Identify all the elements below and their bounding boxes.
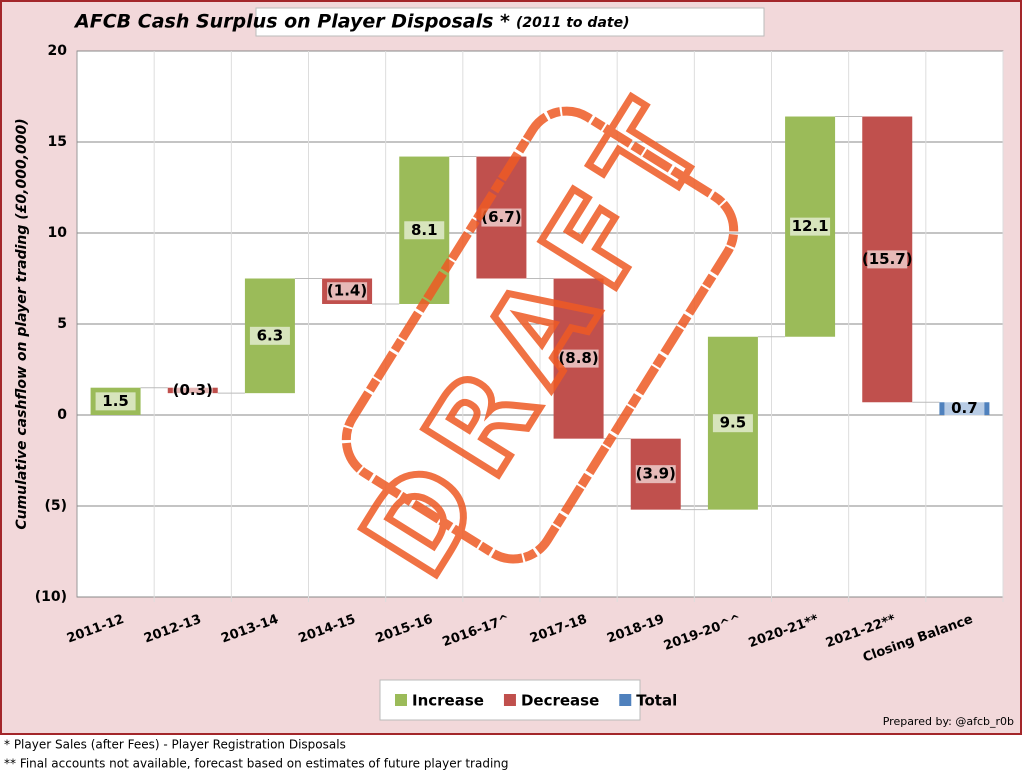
value-label-bg (172, 381, 213, 400)
y-tick-label: 5 (57, 316, 67, 332)
value-label: (15.7) (862, 250, 913, 268)
legend-swatch (503, 694, 516, 706)
stamp-border (341, 106, 739, 564)
value-label-bg (327, 282, 368, 301)
value-label-bg (867, 250, 908, 269)
legend-swatch (395, 694, 407, 706)
chart-title: AFCB Cash Surplus on Player Disposals * (73, 11, 510, 33)
value-label: (8.8) (558, 349, 598, 367)
value-label: (1.4) (327, 282, 367, 300)
legend-label: Decrease (521, 692, 599, 710)
title-box (255, 7, 765, 37)
chart-subtitle: (2011 to date) (516, 15, 629, 31)
y-tick-label: (5) (44, 498, 67, 514)
value-label: (6.7) (481, 208, 521, 226)
value-label: 8.1 (411, 221, 438, 239)
legend-swatch (619, 694, 632, 706)
footnote: * Player Sales (after Fees) - Player Reg… (4, 738, 346, 752)
value-label-bg (481, 208, 522, 227)
value-label-bg (790, 217, 831, 236)
legend-label: Total (636, 692, 677, 710)
y-axis-label: Cumulative cashflow on player trading (£… (14, 118, 30, 529)
value-label-bg (404, 221, 445, 240)
value-label: 0.7 (951, 399, 978, 417)
value-label: 1.5 (102, 392, 129, 410)
y-tick-label: (10) (35, 589, 67, 605)
value-label-bg (558, 349, 599, 368)
value-label: 12.1 (792, 217, 829, 235)
footnote: ** Final accounts not available, forecas… (4, 757, 509, 771)
value-label-bg (944, 399, 985, 418)
value-label-bg (249, 326, 290, 345)
value-label: 6.3 (257, 326, 284, 344)
y-tick-label: 15 (48, 134, 67, 150)
credit: Prepared by: @afcb_r0b (883, 715, 1014, 728)
value-label-bg (635, 465, 676, 484)
legend-label: Increase (412, 692, 484, 710)
value-label-bg (95, 392, 136, 411)
y-tick-label: 0 (57, 407, 67, 423)
y-tick-label: 20 (48, 43, 68, 59)
value-label-bg (712, 414, 753, 433)
value-label: (3.9) (636, 465, 676, 483)
value-label: (0.3) (173, 381, 213, 399)
y-tick-label: 10 (48, 225, 68, 241)
value-label: 9.5 (720, 414, 747, 432)
